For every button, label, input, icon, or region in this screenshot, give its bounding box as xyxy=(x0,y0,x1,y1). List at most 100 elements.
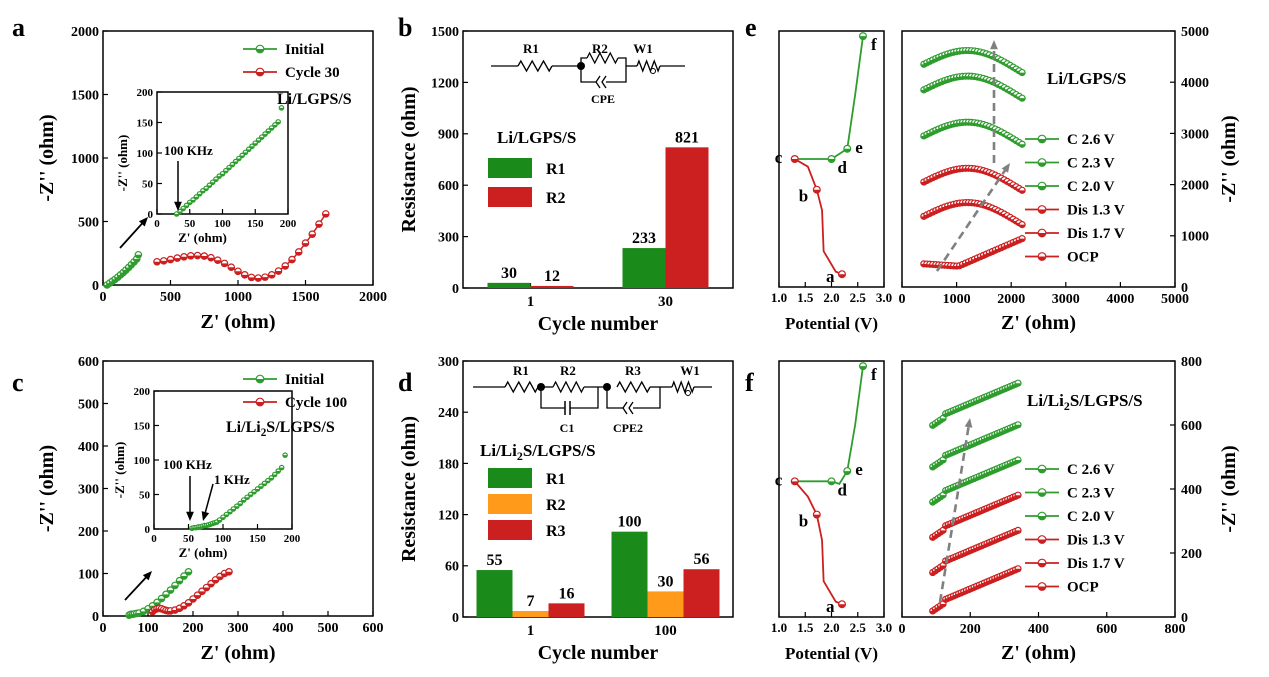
eis-series-4-point-fill xyxy=(1015,530,1022,534)
circuit-wire xyxy=(633,387,661,409)
panel-c-xlabel: Z' (ohm) xyxy=(201,642,276,664)
inset-c-x-tick-label: 100 xyxy=(215,533,232,545)
inset-point-fill xyxy=(190,199,196,203)
circuit-label-r3: R3 xyxy=(625,363,641,378)
panel-e-y-tick-label: 1000 xyxy=(1181,230,1209,245)
circuit-label-r1: R1 xyxy=(523,41,539,56)
inset-point-fill xyxy=(223,170,228,173)
legend-c-2-0-v-marker-fill xyxy=(1038,186,1046,190)
panel-f-potential-xlabel: Potential (V) xyxy=(785,644,878,663)
inset-point-fill xyxy=(220,517,226,520)
eis-series-4-point-fill xyxy=(940,565,947,569)
series-cycle-100-point-fill xyxy=(185,602,192,607)
potential-point-c-fill xyxy=(791,481,799,485)
series-cycle-30-point-fill xyxy=(268,274,275,279)
series-cycle-30-point-fill xyxy=(207,257,215,261)
panel-c-y-tick-label: 300 xyxy=(78,482,99,497)
potential-label-f: f xyxy=(871,365,877,384)
panel-b-annotation: Li/LGPS/S xyxy=(497,128,576,147)
panel-e-y-tick-label: 2000 xyxy=(1181,179,1209,194)
series-initial-point-fill xyxy=(158,598,165,602)
panel-b-ylabel: Resistance (ohm) xyxy=(398,86,420,232)
legend-initial-label: Initial xyxy=(285,372,324,388)
inset-point-fill xyxy=(197,193,202,197)
panel-f-y-tick-label: 200 xyxy=(1181,547,1202,562)
inset-point-fill xyxy=(253,143,258,146)
inset-c-y-tick-label: 200 xyxy=(134,386,151,398)
inset-point-fill xyxy=(187,202,192,205)
panel-e-xlabel: Z' (ohm) xyxy=(1001,312,1076,334)
inset-point-fill xyxy=(272,474,277,477)
panel-f-x-tick-label: 0 xyxy=(899,622,906,637)
inset-point-fill xyxy=(275,121,281,125)
series-cycle-30-point-fill xyxy=(153,261,161,265)
panel-a-x-tick-label: 1000 xyxy=(224,290,252,305)
series-cycle-100-point-fill xyxy=(212,579,219,584)
circuit-wire xyxy=(540,387,565,409)
series-cycle-30-point-fill xyxy=(255,278,262,282)
legend-dis-1-3-v-label: Dis 1.3 V xyxy=(1067,533,1125,549)
series-cycle-100-point-fill xyxy=(189,599,197,603)
inset-a-xlabel: Z' (ohm) xyxy=(178,230,227,245)
eis-series-1-point-fill xyxy=(940,459,947,463)
series-cycle-100-point-fill xyxy=(171,610,179,614)
eis-series-2-point-fill xyxy=(1015,460,1022,464)
bar-r2-1 xyxy=(530,285,574,288)
inset-point-fill xyxy=(224,514,229,517)
legend-r2-label: R2 xyxy=(546,190,566,207)
circuit-label-r1: R1 xyxy=(513,363,529,378)
panel-f-potential-x-tick-label: 1.0 xyxy=(771,620,787,635)
inset-point-fill xyxy=(217,176,222,179)
potential-point-d-fill xyxy=(828,159,835,163)
potential-label-b: b xyxy=(799,512,808,531)
legend-r3-label: R3 xyxy=(546,523,566,540)
bar-value-label: 100 xyxy=(618,514,642,531)
panel-e-x-tick-label: 3000 xyxy=(1052,292,1080,307)
bar-r1-1 xyxy=(487,282,531,288)
inset-point-fill xyxy=(234,506,239,509)
inset-point-fill xyxy=(217,520,222,523)
series-cycle-30-point-fill xyxy=(187,255,194,259)
panel-b-y-tick-label: 600 xyxy=(438,179,459,194)
legend-c-2-6-v-label: C 2.6 V xyxy=(1067,462,1115,478)
inset-point-fill xyxy=(226,167,232,170)
panel-f-potential-x-tick-label: 2.0 xyxy=(823,620,839,635)
inset-point-fill xyxy=(220,173,225,176)
panel-f-y-tick-label: 800 xyxy=(1181,355,1202,370)
inset-point-fill xyxy=(258,486,264,489)
series-cycle-30-point-fill xyxy=(160,260,167,265)
panel-f-x-tick-label: 600 xyxy=(1096,622,1117,637)
eis-series-3-point-fill xyxy=(1019,190,1026,194)
inset-point-fill xyxy=(174,214,179,217)
circuit-label-r2: R2 xyxy=(592,41,608,56)
inset-point-fill xyxy=(210,182,215,185)
panel-a-xlabel: Z' (ohm) xyxy=(201,311,276,333)
legend-cycle-30-label: Cycle 30 xyxy=(285,65,340,81)
eis-series-2-point-fill xyxy=(1019,144,1026,148)
potential-charge-curve xyxy=(794,366,864,485)
inset-c-y-tick-label: 50 xyxy=(139,489,151,501)
inset-point-fill xyxy=(279,467,284,470)
series-cycle-30-point-fill xyxy=(228,267,235,271)
panel-c-y-tick-label: 500 xyxy=(78,397,99,412)
inset-point-fill xyxy=(259,137,264,140)
panel-e-ylabel: -Z'' (ohm) xyxy=(1218,115,1240,202)
legend-initial-marker-fill xyxy=(256,379,264,383)
inset-point-fill xyxy=(203,188,209,191)
legend-cycle-100-label: Cycle 100 xyxy=(285,395,347,411)
panel-c-y-tick-label: 600 xyxy=(78,355,99,370)
inset-c-arrow-100k-head xyxy=(186,511,194,521)
legend-ocp-label: OCP xyxy=(1067,580,1099,596)
legend-cycle-100-marker-fill xyxy=(256,402,264,406)
inset-point-fill xyxy=(269,477,274,481)
bar-value-label: 55 xyxy=(487,552,503,569)
panel-e-eis-frame xyxy=(901,30,1176,288)
inset-a-x-tick-label: 0 xyxy=(154,218,160,230)
panel-a-x-tick-label: 1500 xyxy=(292,290,320,305)
legend-c-2-0-v-marker-fill xyxy=(1038,516,1046,520)
panel-c-x-tick-label: 100 xyxy=(138,621,159,636)
circuit-label-w1: W1 xyxy=(633,41,653,56)
eis-series-0-point-fill xyxy=(1019,72,1026,76)
panel-e-potential-x-tick-label: 2.0 xyxy=(823,290,839,305)
panel-f-y-tick-label: 0 xyxy=(1181,611,1188,626)
